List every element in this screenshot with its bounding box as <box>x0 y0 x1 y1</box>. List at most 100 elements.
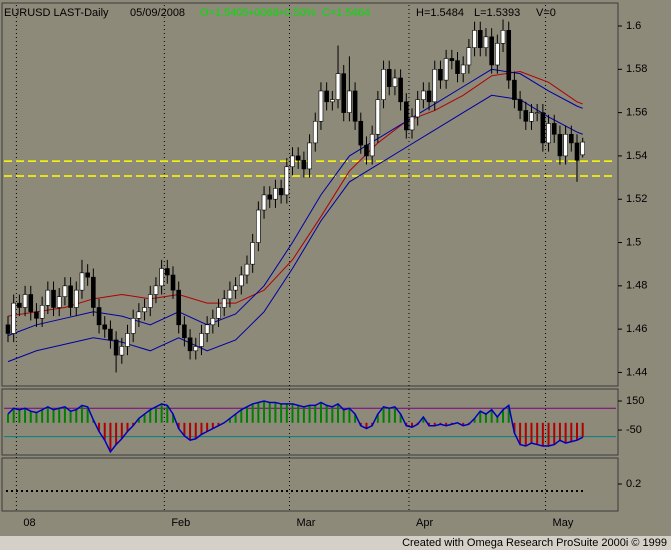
candle-body <box>352 90 358 122</box>
candle-body <box>125 333 130 347</box>
quote: O=1.5405 <box>200 7 249 19</box>
candle-body <box>324 90 329 103</box>
y-tick-label: 0.2 <box>626 478 641 490</box>
candle-body <box>170 274 176 291</box>
candle-body <box>460 64 466 74</box>
candle-body <box>278 188 284 196</box>
candle-body <box>364 144 369 157</box>
candle-body <box>176 289 181 326</box>
candle-body <box>580 141 585 156</box>
candle-body <box>45 289 51 306</box>
candle-body <box>233 285 238 291</box>
candle-body <box>375 99 381 135</box>
candle-body <box>5 324 11 334</box>
candle-body <box>108 328 113 341</box>
candle-body <box>495 43 500 66</box>
quote: C=1.5464 <box>322 7 370 19</box>
candle-body <box>187 337 193 352</box>
candle-body <box>517 99 523 111</box>
candle-body <box>443 58 449 81</box>
candle-body <box>534 112 540 114</box>
candle-body <box>330 99 335 103</box>
candle-body <box>284 166 290 196</box>
candle-body <box>11 302 16 334</box>
candle-body <box>523 110 529 122</box>
x-tick-label: Mar <box>297 517 316 529</box>
candle-body <box>119 346 125 356</box>
moving-average <box>7 68 583 337</box>
candle-body <box>56 296 62 308</box>
candle-body <box>261 194 267 211</box>
candle-body <box>17 302 22 308</box>
candle-body <box>318 90 324 122</box>
candle-body <box>290 155 295 168</box>
candle-body <box>216 307 221 319</box>
candle-body <box>540 112 546 144</box>
y-tick-label: 1.6 <box>626 20 641 32</box>
candle-body <box>267 194 273 200</box>
x-tick-label: May <box>553 517 574 529</box>
candle-body <box>307 142 312 170</box>
candle-body <box>506 30 512 81</box>
x-tick-label: Apr <box>416 517 433 529</box>
candle-body <box>415 99 420 118</box>
range: V=0 <box>536 7 556 19</box>
y-tick-label: 1.54 <box>626 150 647 162</box>
candle-body <box>34 311 39 319</box>
candle-body <box>102 324 108 330</box>
candle-body <box>500 30 506 44</box>
candle-body <box>227 289 233 300</box>
candle-body <box>426 90 432 103</box>
candle-body <box>85 272 90 278</box>
candle-body <box>62 285 68 297</box>
candle-body <box>159 268 164 287</box>
candle-body <box>244 263 250 276</box>
y-tick-label: 1.56 <box>626 107 647 119</box>
candle-body <box>466 47 472 66</box>
candle-body <box>574 142 580 161</box>
candle-body <box>477 30 483 48</box>
candle-body <box>438 69 443 81</box>
candle-body <box>512 79 517 100</box>
candle-body <box>347 90 352 113</box>
candle-body <box>221 298 227 308</box>
candle-body <box>79 272 85 291</box>
moving-average <box>7 94 583 363</box>
candle-body <box>409 116 415 131</box>
y-tick-label: 1.58 <box>626 63 647 75</box>
candle-body <box>489 36 494 66</box>
chart-title: EURUSD LAST-Daily <box>4 7 109 19</box>
candle-body <box>130 318 136 334</box>
candle-body <box>193 346 199 352</box>
candle-body <box>199 333 204 347</box>
y-tick-label: 1.52 <box>626 193 647 205</box>
y-tick-label: -50 <box>626 424 642 436</box>
candle-body <box>381 69 386 100</box>
range: L=1.5393 <box>474 7 520 19</box>
y-tick-label: 1.5 <box>626 236 641 248</box>
candle-body <box>455 60 460 74</box>
candle-body <box>557 133 563 157</box>
date: 05/09/2008 <box>130 7 185 19</box>
moving-average <box>7 70 583 317</box>
candle-body <box>386 69 392 87</box>
candle-body <box>51 289 56 308</box>
candle-body <box>403 101 409 131</box>
y-tick-label: 1.48 <box>626 280 647 292</box>
candle-body <box>113 339 119 356</box>
price-panel <box>1 2 619 387</box>
candle-body <box>73 289 79 308</box>
y-tick-label: 150 <box>626 395 644 407</box>
x-tick-label: Feb <box>171 517 190 529</box>
candle-body <box>96 307 102 326</box>
range: H=1.5484 <box>416 7 464 19</box>
candle-body <box>238 274 244 287</box>
candle-body <box>421 90 426 100</box>
candle-body <box>563 133 568 157</box>
footer: Created with Omega Research ProSuite 200… <box>402 537 667 549</box>
candle-body <box>91 276 96 308</box>
candle-body <box>569 133 574 144</box>
quote: +0068 <box>248 7 279 19</box>
